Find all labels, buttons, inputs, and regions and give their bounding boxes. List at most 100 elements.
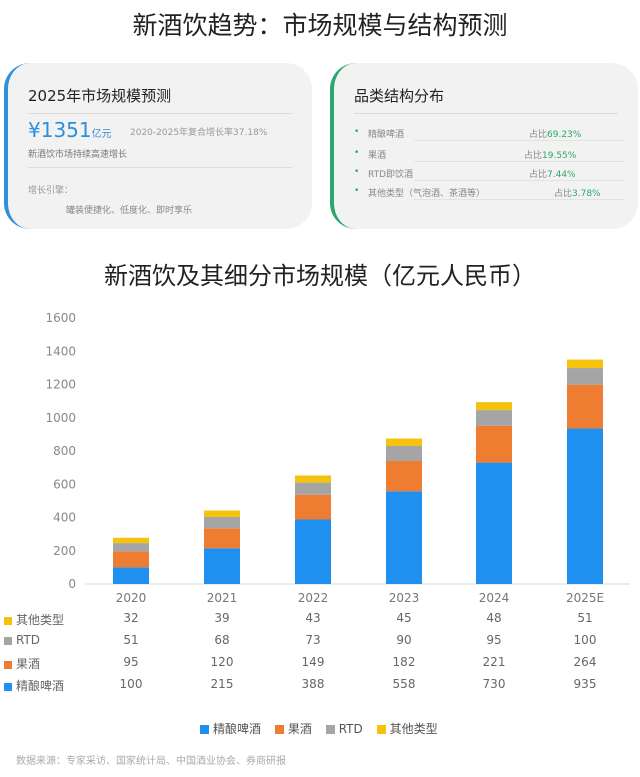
engine-value: 罐装便捷化、低度化、即时享乐	[66, 206, 193, 216]
table-cell: 39	[214, 611, 230, 625]
y-tick-label: 400	[53, 511, 76, 525]
table-cell: 43	[305, 611, 321, 625]
bar-segment	[386, 446, 422, 461]
legend-item: RTD	[325, 722, 363, 736]
bar-segment	[113, 543, 149, 552]
category-item: • 其他类型（气泡酒、茶酒等） 占比3.78%	[354, 186, 624, 200]
bar-segment	[204, 548, 240, 584]
y-tick-label: 1600	[45, 311, 76, 325]
x-tick-label: 2025E	[566, 591, 604, 605]
x-tick-label: 2023	[389, 591, 420, 605]
row-label-text: 果酒	[16, 657, 41, 671]
table-cell: 32	[123, 611, 139, 625]
table-cell: 730	[482, 677, 506, 691]
bar-segment	[567, 359, 603, 369]
y-tick-label: 200	[53, 544, 76, 558]
share-value: 19.55%	[542, 151, 577, 161]
share-label: 占比	[529, 170, 548, 180]
structure-card-title: 品类结构分布	[354, 87, 445, 105]
table-cell: 48	[486, 611, 502, 625]
category-item: • RTD即饮酒 占比7.44%	[354, 167, 624, 181]
table-cell: 388	[301, 677, 325, 691]
share-value: 3.78%	[572, 189, 601, 199]
x-tick-label: 2022	[298, 591, 329, 605]
bar-segment	[204, 517, 240, 529]
y-tick-label: 1200	[45, 378, 76, 392]
chart-title: 新酒饮及其细分市场规模（亿元人民币）	[104, 262, 536, 290]
bar-segment	[567, 368, 603, 385]
bar-segment	[295, 494, 331, 520]
divider	[28, 113, 292, 114]
bullet-icon: •	[354, 127, 360, 137]
divider	[414, 161, 624, 162]
bar-segment	[113, 551, 149, 568]
table-cell: 264	[573, 655, 597, 669]
y-tick-label: 0	[68, 577, 76, 591]
x-tick-label: 2021	[207, 591, 238, 605]
legend-swatch	[325, 725, 335, 734]
table-cell: 73	[305, 633, 321, 647]
bar-segment	[295, 519, 331, 584]
bar-segment	[204, 510, 240, 518]
bullet-icon: •	[354, 148, 360, 158]
x-tick-label: 2020	[116, 591, 147, 605]
table-cell: 100	[573, 633, 597, 647]
table-cell: 215	[210, 677, 234, 691]
category-share: 占比7.44%	[529, 167, 576, 180]
forecast-card: 2025年市场规模预测 ¥1351亿元 2020-2025年复合增长率37.18…	[4, 63, 312, 229]
divider	[28, 167, 292, 168]
bar-segment	[476, 402, 512, 411]
row-label-text: RTD	[16, 633, 41, 647]
y-tick-label: 600	[53, 477, 76, 491]
table-cell: 558	[392, 677, 416, 691]
engine-label: 增长引擎：	[28, 186, 74, 196]
category-item: • 精酿啤酒 占比69.23%	[354, 127, 624, 141]
share-label: 占比	[529, 130, 548, 140]
divider	[414, 140, 624, 141]
forecast-value-unit: 亿元	[91, 129, 112, 140]
share-label: 占比	[554, 189, 573, 199]
structure-card: 品类结构分布 • 精酿啤酒 占比69.23% • 果酒 占比19.55% • R…	[330, 63, 638, 229]
legend-item: 其他类型	[376, 722, 438, 736]
chart-legend: 精酿啤酒 果酒 RTD 其他类型	[200, 720, 448, 737]
legend-swatch	[274, 725, 284, 734]
legend-item: 果酒	[274, 722, 312, 736]
y-tick-label: 800	[53, 444, 76, 458]
divider	[414, 199, 624, 200]
legend-swatch	[4, 636, 12, 645]
legend-label: 其他类型	[389, 722, 438, 736]
bar-segment	[386, 460, 422, 492]
legend-label: 精酿啤酒	[213, 722, 262, 736]
table-cell: 182	[392, 655, 416, 669]
legend-swatch	[376, 725, 386, 734]
table-row-label: RTD	[4, 633, 40, 647]
category-share: 占比19.55%	[524, 148, 576, 161]
category-name: 果酒	[368, 151, 387, 161]
cagr-text: 2020-2025年复合增长率37.18%	[130, 128, 268, 138]
divider	[414, 180, 624, 181]
data-source: 数据来源：专家采访、国家统计局、中国酒业协会、券商研报	[16, 756, 286, 767]
category-name: RTD即饮酒	[368, 170, 414, 180]
share-value: 69.23%	[547, 130, 582, 140]
bar-segment	[295, 475, 331, 483]
table-cell: 68	[214, 633, 230, 647]
bar-segment	[476, 410, 512, 426]
legend-swatch	[4, 682, 12, 691]
page-title: 新酒饮趋势：市场规模与结构预测	[132, 11, 508, 40]
legend-label: 果酒	[287, 722, 312, 736]
forecast-card-title: 2025年市场规模预测	[28, 87, 172, 105]
category-name: 精酿啤酒	[368, 130, 405, 140]
share-value: 7.44%	[547, 170, 576, 180]
bar-segment	[113, 567, 149, 584]
forecast-value-number: ¥1351	[28, 118, 92, 142]
table-cell: 100	[119, 677, 143, 691]
table-cell: 90	[396, 633, 412, 647]
legend-label: RTD	[338, 722, 363, 736]
table-cell: 149	[301, 655, 325, 669]
table-cell: 51	[577, 611, 593, 625]
table-cell: 51	[123, 633, 139, 647]
bullet-icon: •	[354, 186, 360, 196]
table-cell: 45	[396, 611, 412, 625]
legend-swatch	[4, 616, 12, 625]
share-label: 占比	[524, 151, 543, 161]
